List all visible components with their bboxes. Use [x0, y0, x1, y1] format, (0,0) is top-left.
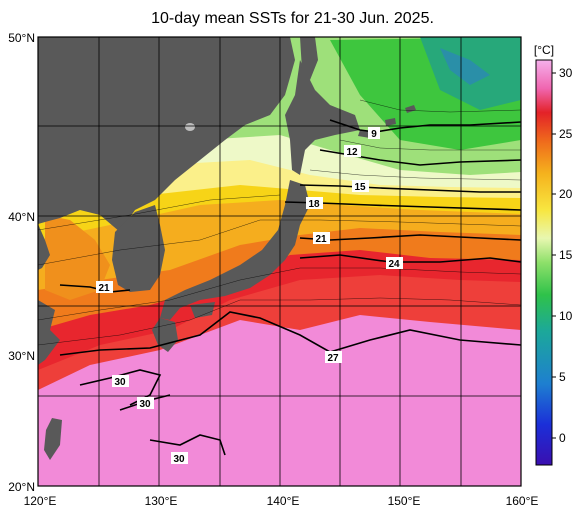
colorbar: [°C] 30 25 20 15 10 5 0	[534, 43, 573, 466]
svg-text:30: 30	[139, 399, 151, 410]
colorbar-gradient	[535, 59, 553, 466]
honshu-land	[160, 180, 310, 320]
contour-label-27: 27	[325, 351, 342, 364]
korea-land	[112, 205, 165, 292]
colorbar-unit: [°C]	[534, 43, 554, 57]
contour-label-30-c: 30	[171, 452, 188, 465]
contour-labels: 9 12 15 18 21 24 21 27	[96, 127, 403, 465]
contour-label-12: 12	[344, 145, 361, 158]
lat-label-50: 50°N	[8, 31, 35, 45]
lat-label-30: 30°N	[8, 349, 35, 363]
longitude-labels: 120°E 130°E 140°E 150°E 160°E	[24, 494, 539, 508]
svg-text:24: 24	[388, 259, 400, 270]
lon-label-120: 120°E	[24, 494, 57, 508]
sst-field	[38, 37, 521, 486]
lon-label-140: 140°E	[267, 494, 300, 508]
lake-khanka	[185, 123, 195, 131]
colorbar-tick-30: 30	[559, 66, 573, 80]
svg-text:30: 30	[173, 454, 185, 465]
svg-text:21: 21	[98, 283, 110, 294]
map-title: 10-day mean SSTs for 21-30 Jun. 2025.	[151, 10, 434, 27]
isotherm-30-a	[79, 369, 162, 406]
contour-label-9: 9	[368, 127, 380, 140]
sakhalin-land	[300, 37, 318, 80]
sst-cold-patch	[440, 48, 490, 85]
minor-isotherms	[38, 99, 521, 346]
svg-text:27: 27	[327, 353, 339, 364]
svg-text:9: 9	[371, 129, 377, 140]
colorbar-tick-25: 25	[559, 127, 573, 141]
contour-label-21-east: 21	[313, 232, 330, 245]
svg-text:18: 18	[308, 199, 320, 210]
contour-label-30-b: 30	[137, 397, 154, 410]
lon-label-160: 160°E	[506, 494, 539, 508]
continent-land	[38, 37, 295, 232]
svg-text:12: 12	[346, 147, 358, 158]
contour-label-30-a: 30	[112, 375, 129, 388]
taiwan-land	[44, 418, 62, 460]
lat-label-20: 20°N	[8, 480, 35, 494]
lon-label-150: 150°E	[388, 494, 421, 508]
isotherm-15	[299, 184, 521, 193]
contour-label-24: 24	[386, 257, 403, 270]
isotherm-30-c	[149, 434, 226, 456]
kuril-islands	[358, 105, 416, 138]
colorbar-tick-15: 15	[559, 248, 573, 262]
hokkaido-land	[285, 60, 360, 175]
svg-text:30: 30	[114, 377, 126, 388]
colorbar-tick-5: 5	[559, 370, 566, 384]
sst-yellow-sea-warm	[45, 215, 110, 300]
lat-label-40: 40°N	[8, 210, 35, 224]
lon-label-130: 130°E	[145, 494, 178, 508]
latitude-labels: 50°N 40°N 30°N 20°N	[8, 31, 35, 494]
isotherm-24	[299, 254, 521, 263]
contour-label-21-west: 21	[96, 281, 113, 294]
map-frame	[37, 36, 522, 487]
colorbar-tick-20: 20	[559, 187, 573, 201]
svg-text:15: 15	[354, 182, 366, 193]
shandong-land	[38, 224, 50, 270]
colorbar-tick-10: 10	[559, 309, 573, 323]
svg-text:21: 21	[315, 234, 327, 245]
colorbar-tick-0: 0	[559, 431, 566, 445]
contour-label-18: 18	[306, 197, 323, 210]
contour-label-15: 15	[352, 180, 369, 193]
china-coast-land	[38, 300, 60, 365]
